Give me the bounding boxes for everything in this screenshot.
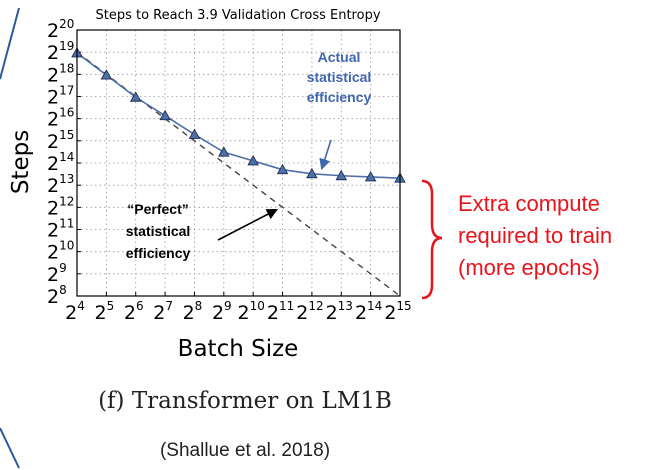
slide-accent-line-bottom: [0, 427, 20, 469]
annotation-line: efficiency: [126, 245, 191, 261]
actual-efficiency-point: [364, 170, 377, 182]
actual-efficiency-point: [188, 128, 201, 139]
figure-caption: (f) Transformer on LM1B: [98, 388, 392, 414]
plot-frame: [76, 29, 401, 297]
annotation-actual-efficiency: Actual statistical efficiency: [307, 49, 372, 105]
y-tick-label: 214: [47, 150, 74, 175]
annotation-line: statistical: [307, 69, 372, 85]
y-tick-label: 220: [47, 17, 74, 42]
actual-efficiency-point: [159, 109, 171, 121]
annotation-extra-compute: Extra compute required to train (more epoc…: [458, 191, 612, 280]
annotation-line: efficiency: [307, 89, 372, 105]
actual-efficiency-line: [76, 52, 401, 179]
x-tick-label: 215: [384, 299, 411, 324]
extra-compute-brace: [421, 179, 443, 300]
annotation-perfect-efficiency: “Perfect” statistical efficiency: [126, 201, 191, 261]
x-tick-label: 213: [326, 299, 353, 324]
x-tick-label: 29: [212, 299, 232, 324]
x-axis-label: Batch Size: [178, 336, 299, 362]
x-tick-label: 27: [153, 299, 173, 324]
actual-efficiency-point: [247, 154, 259, 166]
x-tick-label: 26: [124, 299, 144, 324]
actual-efficiency-point: [218, 146, 230, 157]
y-tick-label: 28: [47, 283, 67, 308]
y-tick-label: 210: [47, 239, 74, 264]
annotation-line: statistical: [126, 223, 191, 239]
actual-efficiency-layer: [71, 46, 406, 183]
actual-efficiency-point: [100, 69, 113, 80]
y-tick-label: 215: [47, 128, 74, 153]
annotation-line: required to train: [458, 223, 612, 248]
actual-efficiency-point: [335, 169, 348, 181]
x-tick-label: 28: [183, 299, 203, 324]
arrow-actual-efficiency: [319, 139, 332, 171]
x-tick-label: 25: [94, 299, 114, 324]
annotation-line: Extra compute: [458, 191, 600, 216]
x-tick-labels: 24 25 26 27 28 29 210 211 212 213 214 215: [65, 299, 412, 324]
y-axis-label: Steps: [8, 130, 34, 194]
y-tick-label: 218: [47, 61, 74, 86]
y-tick-label: 211: [47, 217, 74, 242]
citation: (Shallue et al. 2018): [159, 440, 331, 461]
actual-efficiency-point: [276, 163, 289, 175]
y-tick-label: 219: [47, 39, 74, 64]
y-tick-label: 212: [47, 194, 74, 219]
x-tick-label: 211: [267, 299, 294, 324]
y-tick-label: 216: [47, 106, 74, 131]
y-tick-label: 217: [47, 84, 74, 109]
actual-efficiency-point: [129, 91, 142, 102]
x-tick-label: 24: [65, 299, 85, 324]
annotation-line: (more epochs): [458, 255, 600, 280]
annotation-line: “Perfect”: [127, 201, 188, 217]
x-tick-label: 210: [237, 299, 264, 324]
chart-title: Steps to Reach 3.9 Validation Cross Entr…: [95, 8, 380, 23]
slide-accent-line-top: [0, 7, 20, 80]
arrow-perfect-efficiency: [217, 208, 278, 241]
y-tick-label: 213: [47, 172, 74, 197]
actual-efficiency-point: [306, 167, 318, 179]
y-tick-label: 29: [47, 261, 67, 286]
x-tick-label: 212: [296, 299, 323, 324]
x-tick-label: 214: [355, 299, 382, 324]
annotation-line: Actual: [318, 49, 361, 65]
